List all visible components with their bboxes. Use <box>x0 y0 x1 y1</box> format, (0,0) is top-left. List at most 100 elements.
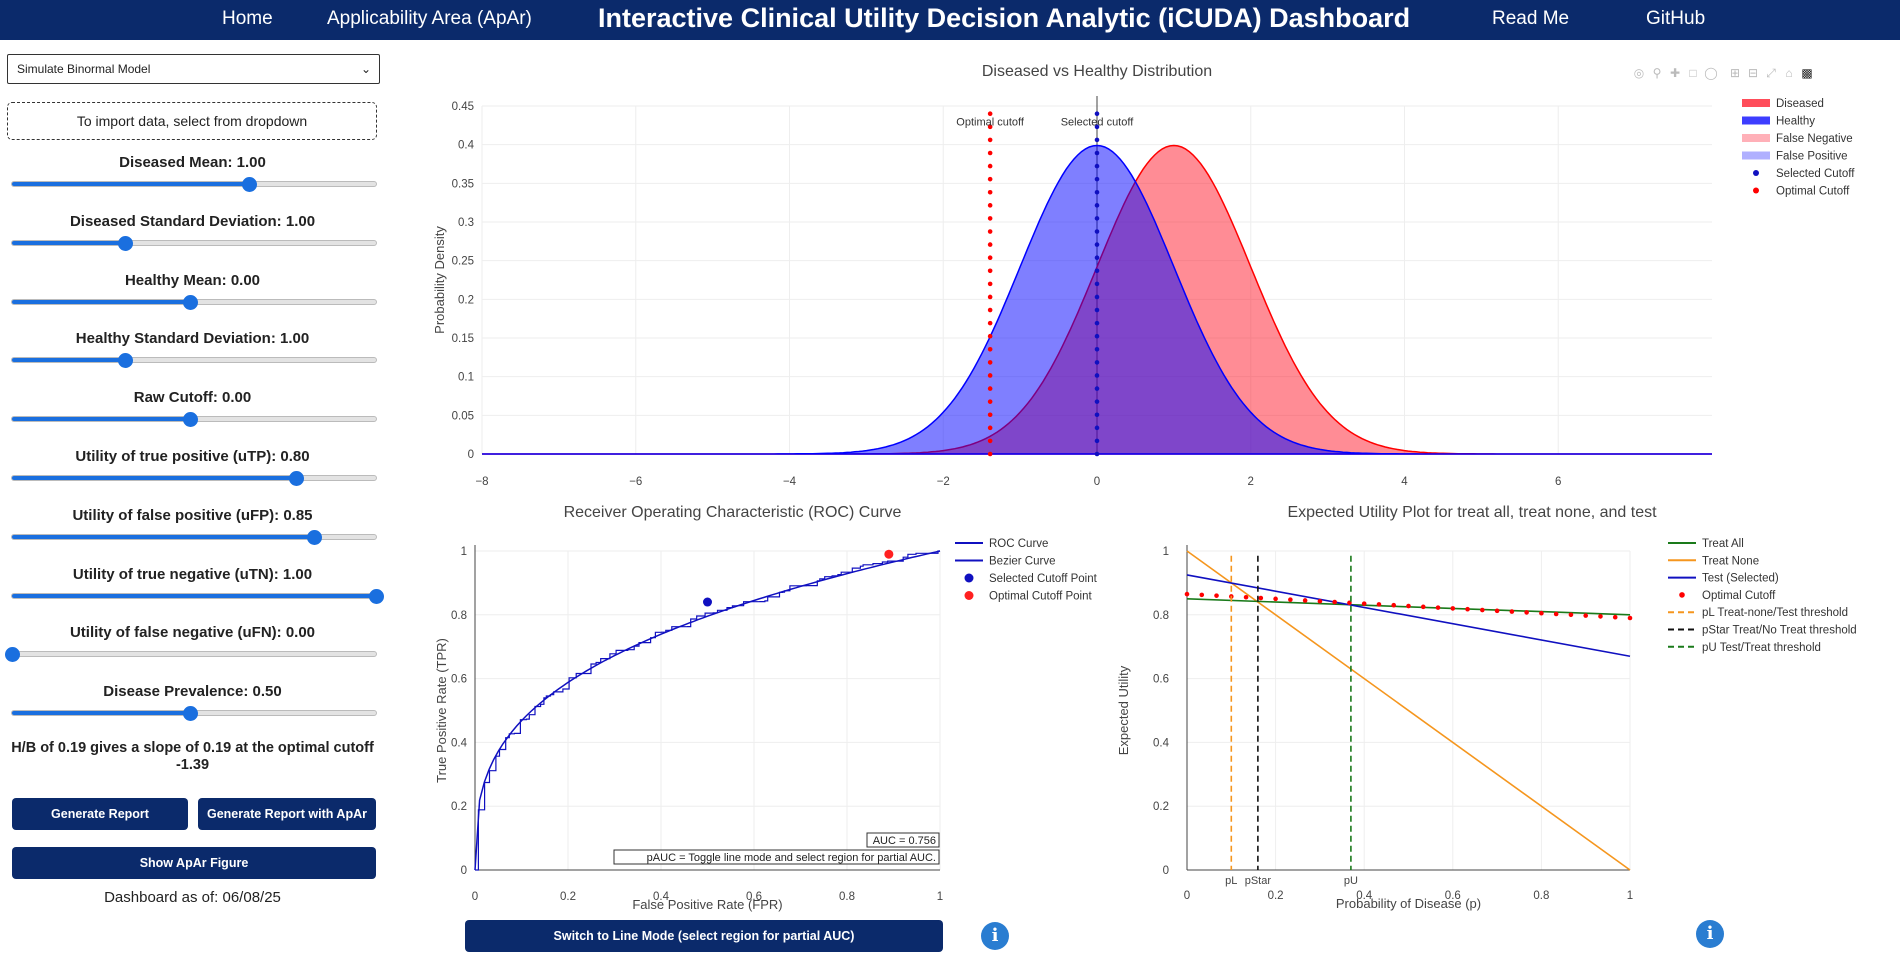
optimal-utility-dot <box>1553 611 1559 617</box>
zoom-out-icon[interactable]: ⊟ <box>1747 66 1759 80</box>
optimal-utility-dot <box>1376 602 1382 607</box>
slider-fill <box>12 476 296 480</box>
selected-cutoff-dot <box>1094 268 1100 274</box>
slider-fill <box>12 417 191 422</box>
legend-entry: Optimal Cutoff <box>1776 186 1850 198</box>
slider-thumb[interactable] <box>117 235 133 251</box>
optimal-cutoff-dot <box>987 203 993 208</box>
x-tick-label: −4 <box>783 476 797 488</box>
y-tick-label: 0.35 <box>452 178 474 190</box>
y-tick-label: 0.2 <box>458 294 474 306</box>
hb-line-2: -1.39 <box>175 757 210 773</box>
slider-thumb[interactable] <box>369 588 384 604</box>
legend-entry: False Negative <box>1776 133 1853 145</box>
page-title: Interactive Clinical Utility Decision An… <box>598 3 1411 33</box>
optimal-utility-dot <box>1199 592 1205 598</box>
roc-info-icon[interactable]: i <box>981 922 1009 950</box>
zoom-icon[interactable]: ⚲ <box>1652 66 1662 80</box>
model-select[interactable]: Simulate Binormal Model ⌄ <box>7 54 380 84</box>
switch-line-mode-button[interactable]: Switch to Line Mode (select region for p… <box>465 920 943 952</box>
healthy-area <box>482 144 1712 455</box>
chart-title: Diseased vs Healthy Distribution <box>982 63 1212 80</box>
auc-text: AUC = 0.756 <box>873 835 936 847</box>
autoscale-icon[interactable]: ⤢ <box>1766 66 1776 80</box>
slider-thumb[interactable] <box>241 177 257 192</box>
slider-track[interactable] <box>11 471 377 486</box>
slider-block: Healthy Standard Deviation: 1.00 <box>0 330 385 388</box>
optimal-utility-dot <box>1258 595 1264 601</box>
slider-block: Diseased Standard Deviation: 1.00 <box>0 213 385 271</box>
generate-report-apar-button[interactable]: Generate Report with ApAr <box>198 798 376 830</box>
optimal-cutoff-dot <box>987 333 993 339</box>
slider-thumb[interactable] <box>183 412 199 428</box>
nav-readme-link[interactable]: Read Me <box>1492 8 1570 29</box>
lasso-icon[interactable]: ◯ <box>1704 66 1718 80</box>
slider-thumb[interactable] <box>5 647 20 663</box>
slider-track[interactable] <box>11 412 377 428</box>
distribution-plot[interactable]: Diseased vs Healthy Distribution 0 0.05 0.1… <box>420 56 1900 496</box>
optimal-cutoff-dot <box>987 150 993 156</box>
x-tick-label: 0 <box>1094 476 1100 488</box>
chart-title: Receiver Operating Characteristic (ROC) … <box>564 504 902 521</box>
roc-plot[interactable]: Receiver Operating Characteristic (ROC) … <box>420 495 1120 920</box>
utility-plot[interactable]: Expected Utility Plot for treat all, tre… <box>1110 495 1900 920</box>
slider-fill <box>12 358 125 363</box>
optimal-cutoff-dot <box>987 307 993 313</box>
selected-cutoff-dot <box>1094 412 1100 418</box>
optimal-cutoff-dot <box>987 294 993 300</box>
camera-icon[interactable]: ◎ <box>1633 66 1645 80</box>
x-tick-label: 0.4 <box>1356 890 1373 902</box>
slider-track[interactable] <box>11 353 377 369</box>
optimal-utility-dot <box>1317 598 1323 604</box>
utility-info-icon[interactable]: i <box>1696 920 1724 948</box>
slider-block: Utility of true positive (uTP): 0.80 <box>0 448 385 506</box>
slider-thumb[interactable] <box>183 706 199 722</box>
slider-track[interactable] <box>11 177 377 192</box>
pan-icon[interactable]: ✚ <box>1669 66 1681 80</box>
plotly-logo-icon[interactable]: ▩ <box>1801 66 1813 80</box>
optimal-utility-dot <box>1406 603 1411 609</box>
slider-track[interactable] <box>11 529 377 545</box>
slider-label: Diseased Mean: 1.00 <box>119 154 266 171</box>
dashboard-date: Dashboard as of: 06/08/25 <box>104 889 281 906</box>
slider-label: Raw Cutoff: 0.00 <box>133 389 252 407</box>
slider-track[interactable] <box>5 647 377 663</box>
slider-track[interactable] <box>11 588 384 604</box>
y-tick-label: 0.8 <box>1153 610 1169 622</box>
optimal-cutoff-dot <box>987 124 993 130</box>
nav-apar-link[interactable]: Applicability Area (ApAr) <box>327 8 532 29</box>
slider-track[interactable] <box>11 235 377 251</box>
slider-thumb[interactable] <box>307 529 323 545</box>
slider-thumb[interactable] <box>117 353 133 369</box>
nav-home-link[interactable]: Home <box>222 8 273 29</box>
optimal-utility-dot <box>1332 599 1337 605</box>
import-data-box[interactable]: To import data, select from dropdown <box>7 102 377 140</box>
optimal-cutoff-dot <box>987 229 993 234</box>
threshold-label: pL <box>1225 875 1237 887</box>
box-select-icon[interactable]: □ <box>1689 66 1697 80</box>
selected-cutoff-dot <box>1094 347 1100 352</box>
nav-github-link[interactable]: GitHub <box>1646 8 1706 29</box>
optimal-utility-dot <box>1509 609 1515 614</box>
slider-track[interactable] <box>11 294 377 310</box>
optimal-utility-dot <box>1420 604 1426 610</box>
legend-swatch <box>964 591 974 600</box>
slider-thumb[interactable] <box>288 471 304 486</box>
home-icon[interactable]: ⌂ <box>1785 66 1793 80</box>
y-tick-label: 0 <box>1163 865 1169 877</box>
legend-entry: Test (Selected) <box>1702 573 1779 585</box>
show-apar-figure-button[interactable]: Show ApAr Figure <box>12 847 376 879</box>
slider-track[interactable] <box>11 706 377 722</box>
chart-title: Expected Utility Plot for treat all, tre… <box>1287 504 1657 521</box>
slider-thumb[interactable] <box>183 294 199 310</box>
slider-fill <box>12 593 376 598</box>
slider-fill <box>12 534 315 539</box>
optimal-cutoff-dot <box>987 189 993 195</box>
y-tick-label: 0.2 <box>1153 801 1169 813</box>
bezier-curve-line <box>474 550 941 871</box>
x-tick-label: 4 <box>1401 476 1408 488</box>
generate-report-button[interactable]: Generate Report <box>12 798 188 830</box>
zoom-in-icon[interactable]: ⊞ <box>1729 66 1741 80</box>
slider-label: Healthy Mean: 0.00 <box>124 271 261 289</box>
selected-cutoff-dot <box>1094 163 1100 169</box>
